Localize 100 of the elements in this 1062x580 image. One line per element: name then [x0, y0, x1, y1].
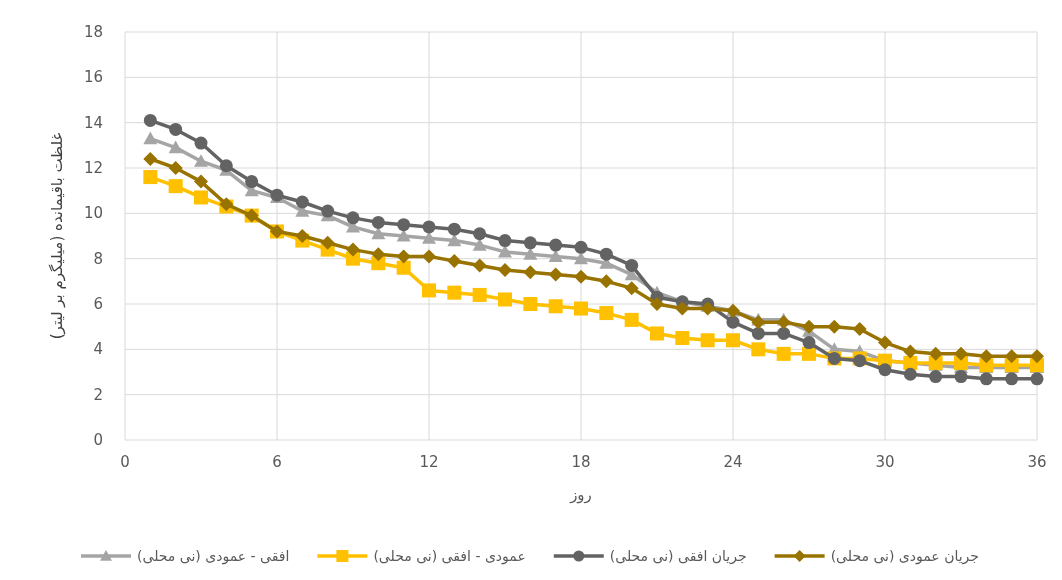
point [548, 267, 563, 282]
y-tick-label: 4 [93, 340, 103, 359]
point [954, 346, 968, 361]
x-tick-label: 24 [723, 453, 743, 471]
point [726, 333, 740, 348]
point [599, 306, 614, 321]
x-tick-label: 0 [120, 453, 130, 471]
point [675, 301, 690, 316]
legend-label: عمودی - افقی (نی محلی) [373, 548, 526, 565]
x-tick-label: 36 [1027, 453, 1047, 471]
y-tick-label: 14 [83, 113, 103, 132]
point [726, 315, 740, 329]
point [751, 315, 766, 330]
point [245, 175, 259, 189]
point [574, 269, 588, 284]
y-tick-label: 8 [93, 249, 103, 268]
point [852, 321, 867, 336]
point [472, 258, 487, 273]
point [498, 292, 512, 307]
point [599, 274, 614, 289]
point [827, 319, 842, 334]
legend-label: جریان عمودی (نی محلی) [830, 548, 979, 565]
legend-label: جریان افقی (نی محلی) [609, 548, 747, 565]
point [1005, 372, 1019, 386]
point [295, 195, 309, 209]
point [194, 190, 208, 205]
point [700, 333, 715, 348]
x-tick-label: 18 [571, 453, 591, 471]
x-axis-title: روز [569, 486, 592, 504]
point [169, 122, 183, 136]
point [447, 253, 462, 268]
point [371, 247, 386, 262]
point [650, 297, 664, 311]
point [574, 240, 588, 254]
x-tick-label: 12 [419, 453, 439, 471]
y-tick-label: 16 [83, 68, 103, 87]
point [574, 301, 588, 316]
x-tick-label: 6 [272, 453, 282, 471]
point [194, 154, 208, 167]
point [548, 299, 563, 314]
point [143, 113, 157, 127]
point [422, 249, 436, 264]
point [650, 326, 664, 341]
point [776, 346, 791, 361]
point [321, 204, 335, 218]
point [371, 226, 386, 240]
y-tick-label: 2 [93, 385, 103, 404]
point [979, 349, 994, 364]
y-tick-label: 18 [83, 23, 103, 41]
point [194, 174, 208, 189]
point [498, 263, 512, 277]
y-tick-label: 6 [93, 295, 103, 313]
point [549, 238, 563, 252]
point [928, 346, 943, 361]
point [776, 315, 791, 330]
point [751, 342, 766, 357]
point [397, 218, 411, 232]
point [1030, 349, 1044, 364]
y-tick-label: 10 [83, 204, 103, 223]
point [194, 136, 208, 150]
point [523, 297, 538, 311]
point [447, 285, 462, 300]
point [802, 336, 816, 350]
point [143, 131, 158, 145]
point [903, 367, 917, 381]
point [168, 161, 183, 175]
point [523, 265, 538, 280]
point [168, 140, 183, 154]
point [422, 283, 436, 298]
point [548, 249, 563, 262]
point [878, 363, 892, 377]
point [422, 231, 436, 244]
point [143, 170, 158, 185]
point [700, 301, 715, 316]
point [1030, 372, 1044, 386]
point [473, 227, 487, 241]
point [903, 344, 918, 359]
point [624, 312, 639, 327]
point [1004, 349, 1019, 364]
y-tick-label: 0 [93, 431, 103, 449]
point [599, 247, 613, 261]
point [371, 215, 385, 229]
point [346, 211, 360, 225]
point [447, 222, 461, 236]
point [422, 220, 436, 234]
point [295, 229, 310, 243]
point [472, 287, 487, 302]
point [320, 235, 335, 250]
point [396, 260, 411, 275]
point [498, 234, 512, 248]
point [624, 281, 639, 296]
point [447, 233, 462, 247]
y-axis-title: غلظت باقیمانده (میلیگرم بر لیتر) [48, 132, 66, 340]
point [472, 238, 487, 251]
point [929, 370, 943, 384]
point [574, 251, 588, 265]
legend-label: افقی - عمودی (نی محلی) [137, 548, 290, 565]
point [396, 249, 411, 264]
point [625, 258, 639, 272]
point [802, 346, 816, 361]
